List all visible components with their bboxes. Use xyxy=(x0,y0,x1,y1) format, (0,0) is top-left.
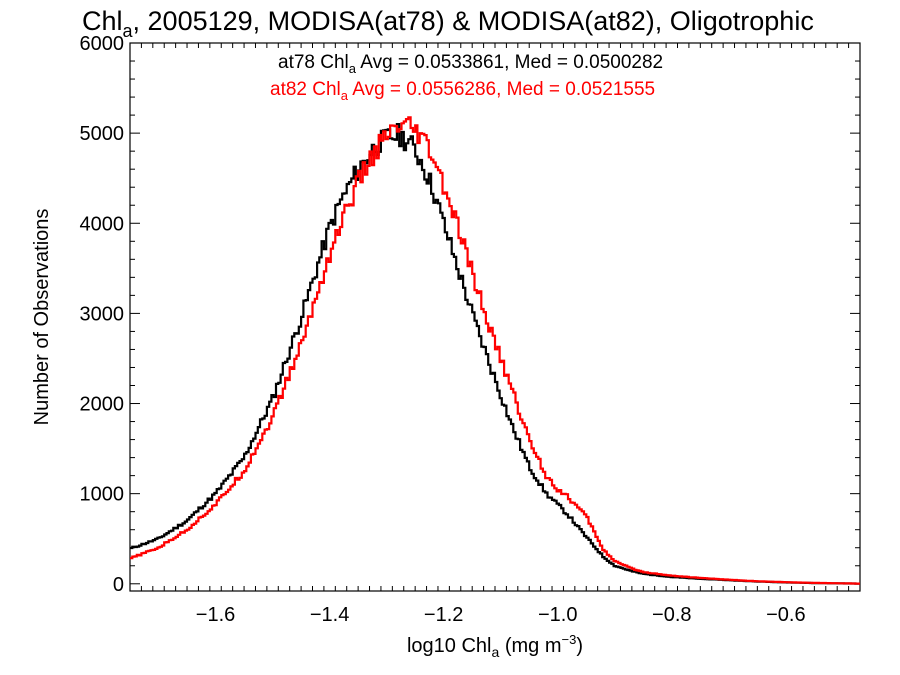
y-tick-label: 0 xyxy=(113,574,124,596)
stats-line-at78: at78 Chla Avg = 0.0533861, Med = 0.05002… xyxy=(278,52,663,76)
y-tick-label: 4000 xyxy=(80,213,125,235)
x-axis-label: log10 Chla (mg m−3) xyxy=(407,632,583,660)
stats-at78-subscript: a xyxy=(349,61,357,76)
series-layer xyxy=(130,116,860,585)
x-tick-label: −1.4 xyxy=(310,604,349,626)
y-axis-label: Number of Observations xyxy=(31,209,53,426)
y-tick-label: 2000 xyxy=(80,394,125,416)
chart-title-main: Chl xyxy=(82,6,123,36)
series-line-at82 xyxy=(130,116,860,585)
y-tick-label: 5000 xyxy=(80,123,125,145)
stats-at82-prefix: at82 Chl xyxy=(270,79,341,100)
x-axis-ticks: −1.6 −1.4 −1.2 −1.0 −0.8 −0.6 xyxy=(129,43,861,626)
x-axis-label-superscript: −3 xyxy=(562,632,577,647)
x-tick-label: −1.2 xyxy=(424,604,463,626)
y-tick-label: 3000 xyxy=(80,303,125,325)
stats-line-at82: at82 Chla Avg = 0.0556286, Med = 0.05215… xyxy=(270,79,655,103)
stats-at82-subscript: a xyxy=(341,88,349,103)
x-axis-label-unit: (mg m xyxy=(499,635,561,657)
y-tick-label: 6000 xyxy=(80,33,125,55)
plot-frame xyxy=(129,42,861,592)
x-tick-label: −0.8 xyxy=(652,604,691,626)
stats-at78-values: Avg = 0.0533861, Med = 0.0500282 xyxy=(356,52,663,73)
stats-at82-values: Avg = 0.0556286, Med = 0.0521555 xyxy=(348,79,655,100)
x-axis-label-subscript: a xyxy=(492,644,500,660)
x-tick-label: −0.6 xyxy=(766,604,805,626)
x-axis-label-end: ) xyxy=(576,635,583,657)
series-line-at78 xyxy=(130,123,860,585)
y-tick-label: 1000 xyxy=(80,484,125,506)
y-axis-ticks: 0 1000 2000 3000 4000 5000 6000 xyxy=(80,33,860,596)
chart-title: Chla, 2005129, MODISA(at78) & MODISA(at8… xyxy=(82,6,814,41)
x-axis-label-main: log10 Chl xyxy=(407,635,492,657)
x-tick-label: −1.0 xyxy=(538,604,577,626)
chart-title-subscript: a xyxy=(123,21,134,41)
chart-title-rest: , 2005129, MODISA(at78) & MODISA(at82), … xyxy=(133,6,814,36)
stats-at78-prefix: at78 Chl xyxy=(278,52,349,73)
x-tick-label: −1.6 xyxy=(196,604,235,626)
